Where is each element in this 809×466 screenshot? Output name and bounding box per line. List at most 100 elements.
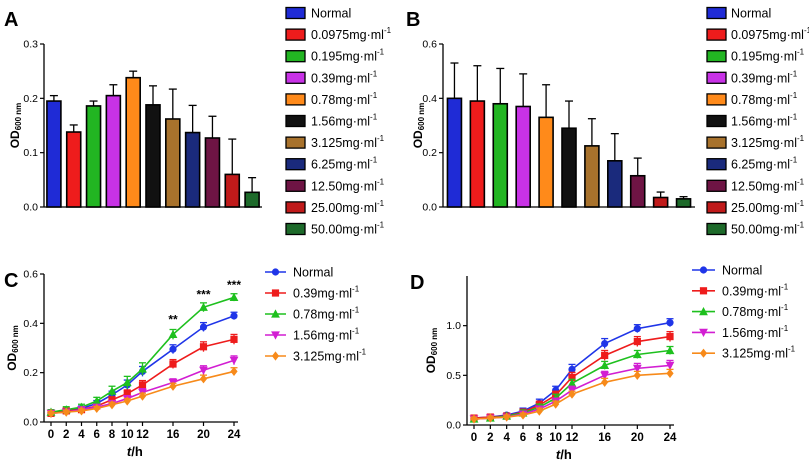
x-tick-label: 20 xyxy=(631,432,644,444)
data-point xyxy=(123,390,131,398)
legend-item-sup: -1 xyxy=(797,221,805,230)
y-tick-label: 0.2 xyxy=(422,147,437,159)
y-axis-label-main: OD xyxy=(8,130,22,148)
legend-swatch xyxy=(706,201,727,214)
legend-item: 0.39mg·ml-1 xyxy=(293,285,360,301)
data-point xyxy=(665,361,675,370)
legend-item-sup: -1 xyxy=(790,69,798,78)
bar xyxy=(446,97,463,208)
legend-item-sup: -1 xyxy=(781,303,789,312)
data-point xyxy=(199,343,208,351)
legend-item-label: 0.0975mg·ml xyxy=(731,28,804,42)
data-point xyxy=(633,325,641,333)
series-4 xyxy=(470,368,674,424)
legend-item-label: 3.125mg·ml xyxy=(731,136,797,150)
bar xyxy=(607,160,623,208)
data-point xyxy=(271,331,280,340)
legend-item: 1.56mg·ml-1 xyxy=(731,113,798,129)
x-tick-label: 12 xyxy=(136,429,149,441)
y-axis-label: OD600 nm xyxy=(8,103,23,149)
bar xyxy=(584,145,600,208)
legend-item-label: 0.0975mg·ml xyxy=(311,28,384,42)
x-tick-label: 2 xyxy=(487,432,493,444)
legend-item-label: 0.39mg·ml xyxy=(311,71,370,85)
y-axis-label: OD600 nm xyxy=(411,103,426,149)
data-point xyxy=(199,323,208,331)
data-point xyxy=(470,414,478,424)
legend-item-sup: -1 xyxy=(797,48,805,57)
legend-item-label: 0.195mg·ml xyxy=(731,50,797,64)
x-tick-label: 4 xyxy=(503,432,510,444)
y-tick-label: 0.2 xyxy=(23,93,38,105)
bar xyxy=(46,100,62,208)
legend-item-label: 3.125mg·ml xyxy=(311,136,377,150)
legend-item: 3.125mg·ml-1 xyxy=(731,134,805,150)
y-axis-label-sub: 600 nm xyxy=(11,325,20,353)
data-point xyxy=(138,364,147,373)
significance-label: *** xyxy=(227,278,241,292)
legend-item-label: 25.00mg·ml xyxy=(731,201,797,215)
legend-swatch xyxy=(706,136,727,149)
legend-item-sup: -1 xyxy=(377,221,385,230)
panel-label: A xyxy=(4,9,18,31)
bar xyxy=(652,196,669,208)
y-tick-label: 0.5 xyxy=(446,370,461,382)
legend-item: 6.25mg·ml-1 xyxy=(731,156,798,172)
legend-item-label: Normal xyxy=(722,264,762,278)
legend-item-sup: -1 xyxy=(352,327,360,336)
x-tick-label: 0 xyxy=(48,429,54,441)
series-1 xyxy=(470,330,674,422)
series-line xyxy=(50,296,235,413)
legend-swatch xyxy=(285,6,306,20)
legend-item: 0.78mg·ml-1 xyxy=(293,306,360,322)
significance-label: ** xyxy=(168,312,178,326)
legend-swatch xyxy=(285,158,306,171)
x-axis-label: t/h xyxy=(127,444,143,459)
y-tick-label: 0.6 xyxy=(422,39,437,51)
data-point xyxy=(567,378,577,387)
legend-swatch xyxy=(285,93,306,106)
legend-item: Normal xyxy=(293,266,333,280)
y-axis-label-sub: 600 nm xyxy=(417,103,426,131)
bar xyxy=(125,76,141,208)
series-0 xyxy=(470,318,674,422)
y-axis-label-main: OD xyxy=(424,355,438,373)
data-point xyxy=(77,406,86,416)
data-point xyxy=(271,351,280,361)
legend-item-sup: -1 xyxy=(790,156,798,165)
legend-item: 25.00mg·ml-1 xyxy=(731,199,805,215)
data-point xyxy=(199,374,208,384)
data-point xyxy=(601,339,609,348)
data-point xyxy=(600,360,610,369)
data-point xyxy=(666,319,674,327)
legend-item-label: 1.56mg·ml xyxy=(293,329,352,343)
data-point xyxy=(93,403,101,414)
data-point xyxy=(633,370,641,380)
legend-item-label: 6.25mg·ml xyxy=(311,158,370,172)
legend-item: 0.78mg·ml-1 xyxy=(311,91,378,107)
x-tick-label: 24 xyxy=(228,429,241,441)
data-point xyxy=(568,389,576,399)
data-point xyxy=(271,289,280,297)
y-tick-label: 0.3 xyxy=(23,39,38,51)
legend-swatch xyxy=(285,201,306,214)
legend-item-label: 0.78mg·ml xyxy=(722,305,781,319)
data-point xyxy=(92,396,102,405)
legend-item-label: 12.50mg·ml xyxy=(731,179,797,193)
legend-item-sup: -1 xyxy=(797,177,805,186)
legend-item: 3.125mg·ml-1 xyxy=(311,134,385,150)
legend-item-sup: -1 xyxy=(370,156,378,165)
data-point xyxy=(666,368,674,378)
legend-item-sup: -1 xyxy=(790,113,798,122)
x-tick-label: 16 xyxy=(167,429,180,441)
legend-item-sup: -1 xyxy=(804,26,809,35)
x-tick-label: 20 xyxy=(197,429,210,441)
y-tick-label: 0.4 xyxy=(23,318,38,330)
bar xyxy=(204,137,221,208)
legend-item-sup: -1 xyxy=(797,199,805,208)
data-point xyxy=(107,386,117,395)
data-point xyxy=(699,266,708,274)
